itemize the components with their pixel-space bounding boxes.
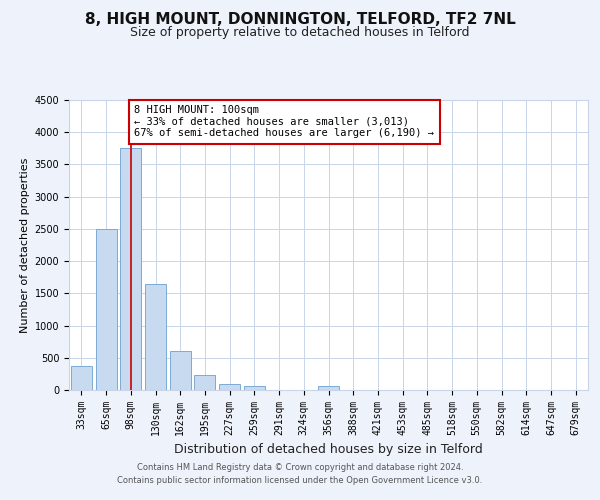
Bar xyxy=(244,386,265,390)
Bar xyxy=(145,284,166,390)
Bar xyxy=(71,366,92,390)
Bar xyxy=(170,352,191,390)
Text: Contains HM Land Registry data © Crown copyright and database right 2024.: Contains HM Land Registry data © Crown c… xyxy=(137,464,463,472)
Text: 8 HIGH MOUNT: 100sqm
← 33% of detached houses are smaller (3,013)
67% of semi-de: 8 HIGH MOUNT: 100sqm ← 33% of detached h… xyxy=(134,105,434,138)
Text: Distribution of detached houses by size in Telford: Distribution of detached houses by size … xyxy=(175,442,483,456)
Bar xyxy=(120,148,141,390)
Text: Contains public sector information licensed under the Open Government Licence v3: Contains public sector information licen… xyxy=(118,476,482,485)
Text: 8, HIGH MOUNT, DONNINGTON, TELFORD, TF2 7NL: 8, HIGH MOUNT, DONNINGTON, TELFORD, TF2 … xyxy=(85,12,515,28)
Bar xyxy=(318,386,339,390)
Bar xyxy=(95,229,116,390)
Bar xyxy=(194,374,215,390)
Text: Size of property relative to detached houses in Telford: Size of property relative to detached ho… xyxy=(130,26,470,39)
Bar xyxy=(219,384,240,390)
Y-axis label: Number of detached properties: Number of detached properties xyxy=(20,158,31,332)
